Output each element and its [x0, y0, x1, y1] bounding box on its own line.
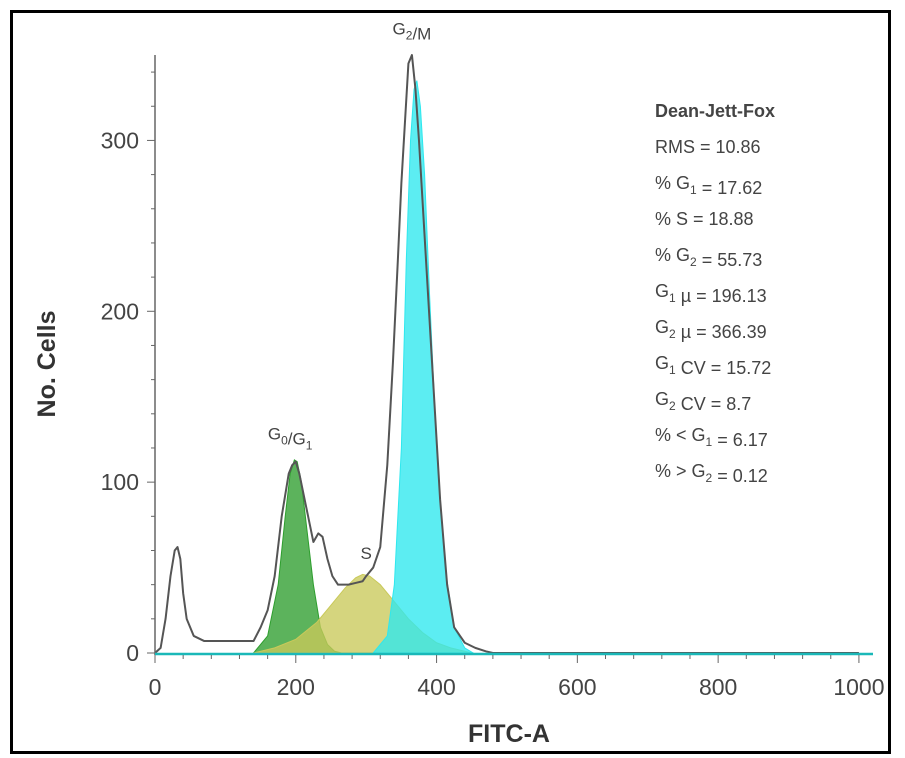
stat-line: G2 µ = 366.39	[655, 317, 767, 342]
y-tick-label: 300	[101, 127, 139, 153]
y-tick-label: 200	[101, 298, 139, 324]
y-axis-title: No. Cells	[33, 311, 61, 418]
y-tick-label: 0	[126, 640, 139, 666]
peak-label: G2/M	[393, 19, 432, 43]
peak-label: G0/G1	[268, 424, 313, 452]
stat-line: RMS = 10.86	[655, 137, 761, 157]
x-tick-label: 1000	[833, 674, 884, 700]
stat-line: % G2 = 55.73	[655, 245, 762, 270]
stat-line: G2 CV = 8.7	[655, 389, 751, 414]
stat-line: G1 CV = 15.72	[655, 353, 771, 378]
chart-frame	[10, 10, 891, 754]
x-axis-title: FITC-A	[468, 720, 550, 748]
y-tick-label: 100	[101, 469, 139, 495]
stat-line: % G1 = 17.62	[655, 173, 762, 198]
stat-line: % S = 18.88	[655, 209, 754, 229]
x-tick-label: 200	[277, 674, 315, 700]
x-tick-label: 400	[417, 674, 455, 700]
histogram-line-group	[154, 54, 859, 654]
histogram-line	[154, 54, 859, 654]
axes: 0 100 200 300 0 200 400 600 800 1000	[101, 55, 885, 700]
stats-title: Dean-Jett-Fox	[655, 101, 775, 121]
fit-areas	[252, 80, 475, 654]
x-tick-label: 800	[699, 674, 737, 700]
peak-label: S	[361, 544, 372, 563]
x-tick-label: 600	[558, 674, 596, 700]
stat-line: G1 µ = 196.13	[655, 281, 767, 306]
stat-line: % > G2 = 0.12	[655, 461, 768, 486]
x-tick-label: 0	[149, 674, 162, 700]
fit-area-3	[372, 80, 475, 654]
peak-labels: G0/G1 S G2/M	[268, 19, 431, 563]
stats-panel: Dean-Jett-Fox RMS = 10.86 % G1 = 17.62 % S …	[655, 101, 775, 486]
stat-line: % < G1 = 6.17	[655, 425, 768, 450]
